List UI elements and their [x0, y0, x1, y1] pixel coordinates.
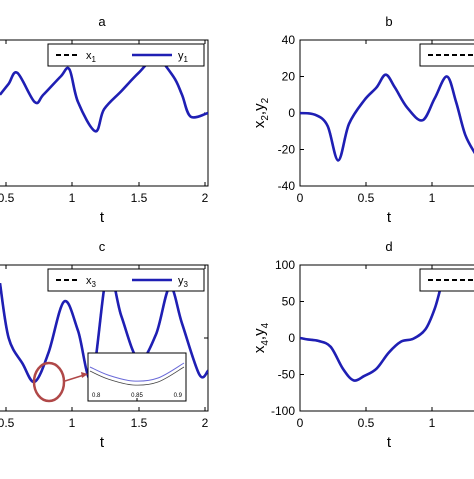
panel-b: b 0 0.5 1 40 20 0 -20 -40 t x2,y2: [251, 14, 474, 226]
y-tick-label: 0: [288, 106, 295, 120]
legend: [420, 269, 474, 291]
x-axis-label: t: [387, 209, 392, 226]
series-line-solid: [0, 58, 208, 131]
panel-d: d 0 0.5 1 100 50 0 -50 -100 t x4,y4: [251, 239, 474, 451]
callout-arrow: [65, 375, 84, 381]
x-tick-label: 0.5: [358, 416, 375, 430]
legend: [420, 44, 474, 66]
panel-letter: d: [385, 239, 392, 254]
x-tick-label: 0.5: [0, 416, 15, 430]
y-tick-label: -50: [278, 368, 296, 382]
plot-area: [300, 75, 474, 161]
y-axis-label: x2,y2: [251, 97, 271, 128]
x-tick-label: 0.5: [0, 191, 15, 205]
series-line-dashed: [300, 75, 474, 161]
x-tick-label: 1: [429, 191, 436, 205]
y-tick-label: -20: [278, 143, 296, 157]
y-tick-label: -100: [271, 404, 295, 418]
x-tick-label: 0: [297, 416, 304, 430]
y-tick-label: 50: [282, 295, 296, 309]
x-axis-label: t: [387, 434, 392, 451]
y-tick-label: 40: [282, 33, 296, 47]
series-points: [300, 75, 474, 161]
x-tick-label: 1: [69, 416, 76, 430]
x-axis-label: t: [100, 209, 105, 226]
inset-tick-label: 0.9: [174, 393, 183, 399]
y-tick-label: 0: [288, 331, 295, 345]
x-tick-label: 2: [202, 416, 209, 430]
x-tick-label: 1.5: [131, 191, 148, 205]
series-points: [300, 75, 474, 161]
inset-tick-label: 0.8: [92, 393, 101, 399]
plot-area: [300, 287, 441, 381]
series-line-solid: [300, 75, 474, 161]
y-tick-label: 100: [275, 258, 295, 272]
x-axis-label: t: [100, 434, 105, 451]
series-line-solid: [300, 287, 441, 381]
x-tick-label: 0.5: [358, 191, 375, 205]
y-axis-label: x4,y4: [251, 322, 271, 353]
panel-letter: b: [385, 14, 392, 29]
panel-letter: c: [99, 239, 106, 254]
x-tick-label: 1.5: [131, 416, 148, 430]
x-tick-label: 2: [202, 191, 209, 205]
y-tick-label: 20: [282, 70, 296, 84]
x-tick-label: 1: [429, 416, 436, 430]
panel-letter: a: [98, 14, 106, 29]
x-tick-label: 1: [69, 191, 76, 205]
highlight-ellipse: [34, 363, 64, 401]
y-tick-label: -40: [278, 179, 296, 193]
x-tick-label: 0: [297, 191, 304, 205]
plot-area: [0, 58, 208, 131]
